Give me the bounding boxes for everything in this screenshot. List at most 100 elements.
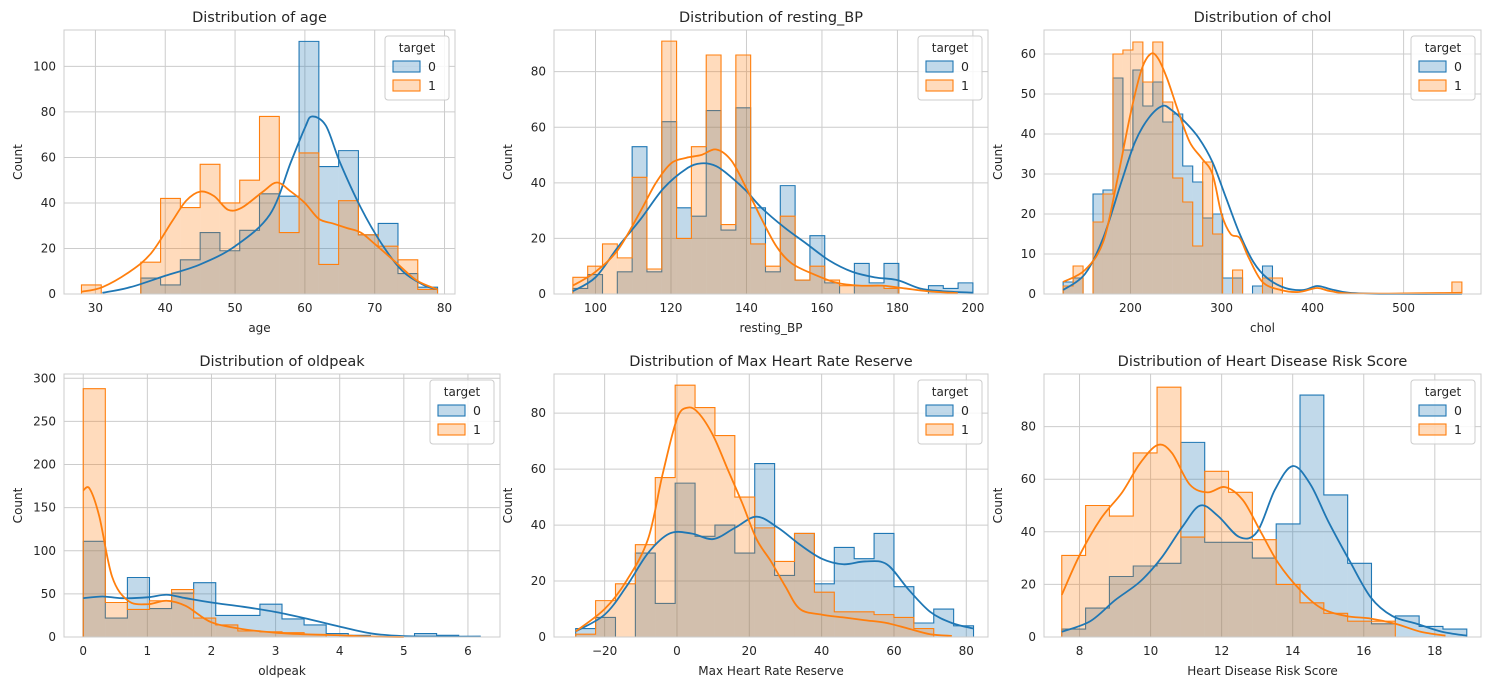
histogram-bar	[282, 632, 305, 637]
histogram-bar	[1252, 558, 1277, 637]
histogram-bar	[714, 435, 735, 637]
histogram-bar	[675, 385, 696, 637]
y-tick-label: 0	[538, 630, 546, 644]
histogram-bar	[754, 527, 775, 637]
axes-frame	[553, 373, 989, 638]
histogram-bar	[200, 164, 220, 294]
y-tick-label: 40	[531, 176, 546, 190]
histogram-bar	[1122, 150, 1133, 294]
histogram-bar	[1222, 278, 1233, 294]
histogram-bar	[239, 180, 260, 294]
histogram-bar	[676, 207, 692, 294]
histogram-bar	[617, 257, 633, 294]
x-tick-label: 160	[810, 301, 833, 315]
y-axis-label: Count	[11, 487, 25, 523]
legend-title: target	[399, 41, 436, 55]
histogram-bar	[691, 146, 707, 294]
legend-swatch-0	[437, 404, 466, 417]
kde-line-0	[83, 593, 481, 638]
legend-title: target	[932, 385, 969, 399]
y-tick-label: 0	[1028, 630, 1036, 644]
histogram-bar	[734, 553, 755, 637]
histogram-bar	[1371, 621, 1396, 637]
kde-line-0	[1061, 465, 1467, 637]
histogram-bar	[834, 547, 855, 637]
chart-title: Distribution of Max Heart Rate Reserve	[629, 354, 913, 370]
histogram-bar	[338, 200, 359, 294]
histogram-bar	[1142, 106, 1153, 294]
y-tick-label: 80	[1021, 420, 1036, 434]
x-tick-label: 2	[208, 644, 216, 658]
chart-title: Distribution of chol	[1194, 10, 1332, 26]
x-tick-label: 8	[1076, 644, 1084, 658]
axes-frame	[1043, 29, 1482, 295]
histogram-bar	[695, 536, 715, 637]
histogram-bar	[1276, 584, 1301, 637]
histogram-bar	[1371, 623, 1396, 637]
x-tick-label: 30	[88, 301, 103, 315]
x-tick-label: 20	[742, 644, 757, 658]
chart-title: Distribution of oldpeak	[199, 354, 365, 370]
histogram-bar	[1061, 555, 1086, 637]
histogram-bar	[735, 107, 751, 295]
legend-swatch-1	[925, 423, 954, 436]
histogram-bar	[180, 259, 201, 294]
histogram-bar	[824, 280, 840, 294]
x-axis-label: age	[248, 321, 270, 335]
y-axis-label: Count	[501, 487, 515, 523]
histogram-bar	[854, 558, 875, 637]
y-tick-label: 20	[531, 574, 546, 588]
histogram-bar	[814, 583, 835, 637]
kde-line-1	[82, 486, 404, 638]
legend-box	[917, 379, 983, 445]
x-tick-label: 120	[660, 301, 683, 315]
histogram-bar	[1182, 166, 1193, 294]
histogram-bar	[774, 575, 795, 637]
x-tick-label: 80	[437, 301, 452, 315]
histogram-bar	[193, 582, 216, 637]
x-tick-label: 5	[400, 644, 408, 658]
legend-label-0: 0	[1454, 403, 1462, 418]
y-tick-label: 0	[538, 287, 546, 301]
legend-box	[429, 379, 495, 445]
histogram-bar	[259, 193, 280, 294]
legend-box	[1410, 35, 1476, 101]
y-axis-label: Count	[991, 487, 1005, 523]
histogram-bar	[1112, 78, 1123, 294]
x-tick-label: 140	[735, 301, 758, 315]
histogram-bar	[646, 268, 662, 294]
histogram-bar	[1122, 50, 1133, 294]
histogram-bar	[714, 525, 735, 637]
histogram-bar	[358, 234, 379, 294]
histogram-bar	[149, 608, 172, 637]
histogram-bar	[160, 284, 181, 294]
x-tick-label: 16	[1356, 644, 1371, 658]
histogram-bar	[1073, 278, 1084, 294]
histogram-bar	[1204, 471, 1229, 637]
histogram-bar	[237, 630, 260, 637]
histogram-bar	[750, 243, 766, 294]
histogram-bar	[304, 634, 327, 637]
histogram-bar	[1419, 626, 1443, 637]
histogram-bar	[765, 266, 781, 294]
y-tick-label: 20	[1021, 577, 1036, 591]
histogram-bar	[795, 280, 810, 294]
histogram-bar	[338, 150, 359, 294]
y-tick-label: 40	[1021, 525, 1036, 539]
histogram-bar	[414, 633, 437, 637]
histogram-bar	[1085, 505, 1110, 637]
x-axis-label: oldpeak	[258, 664, 306, 678]
histogram-bar	[378, 246, 398, 294]
x-tick-label: 12	[1214, 644, 1229, 658]
histogram-bar	[1102, 194, 1113, 294]
histogram-bar	[632, 177, 647, 294]
y-tick-label: 40	[1021, 127, 1036, 141]
histogram-bar	[706, 110, 722, 294]
histogram-bar	[1132, 42, 1143, 294]
histogram-bar	[358, 234, 379, 294]
kde-line-1	[1060, 443, 1446, 637]
histogram-bar	[1451, 282, 1462, 294]
y-tick-label: 250	[33, 414, 56, 428]
y-tick-label: 40	[41, 196, 56, 210]
legend-swatch-0	[925, 404, 954, 417]
